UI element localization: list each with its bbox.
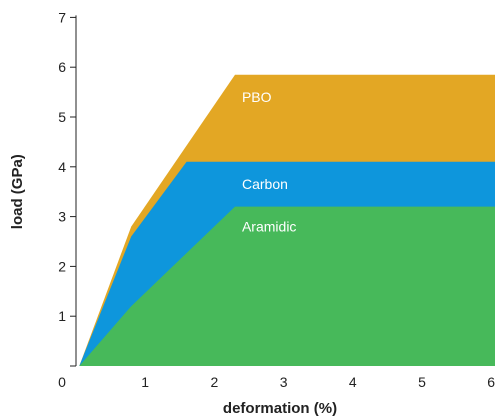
area-aramidic — [79, 206, 495, 366]
y-tick-label: 6 — [58, 59, 66, 75]
y-tick-label: 2 — [58, 258, 66, 274]
x-tick-label: 0 — [58, 374, 66, 390]
x-tick-label: 2 — [211, 374, 219, 390]
x-tick-label: 5 — [418, 374, 426, 390]
y-tick-label: 3 — [58, 209, 66, 225]
series-label-aramidic: Aramidic — [242, 219, 296, 235]
y-tick-label: 1 — [58, 308, 66, 324]
series-label-pbo: PBO — [242, 89, 272, 105]
x-tick-label: 6 — [487, 374, 495, 390]
x-tick-label: 4 — [349, 374, 357, 390]
series-label-carbon: Carbon — [242, 176, 288, 192]
y-tick-label: 5 — [58, 109, 66, 125]
y-axis-ticks: 1 2 3 4 5 6 7 — [58, 9, 76, 367]
x-axis-ticks: 0 1 2 3 4 5 6 — [58, 374, 495, 390]
series-areas — [79, 74, 495, 366]
x-tick-label: 1 — [141, 374, 149, 390]
y-tick-label: 7 — [58, 9, 66, 25]
series-labels: PBO Carbon Aramidic — [242, 89, 296, 234]
y-axis-title: load (GPa) — [9, 154, 26, 229]
y-tick-label: 4 — [58, 159, 66, 175]
x-tick-label: 3 — [280, 374, 288, 390]
x-axis-title: deformation (%) — [223, 400, 337, 417]
